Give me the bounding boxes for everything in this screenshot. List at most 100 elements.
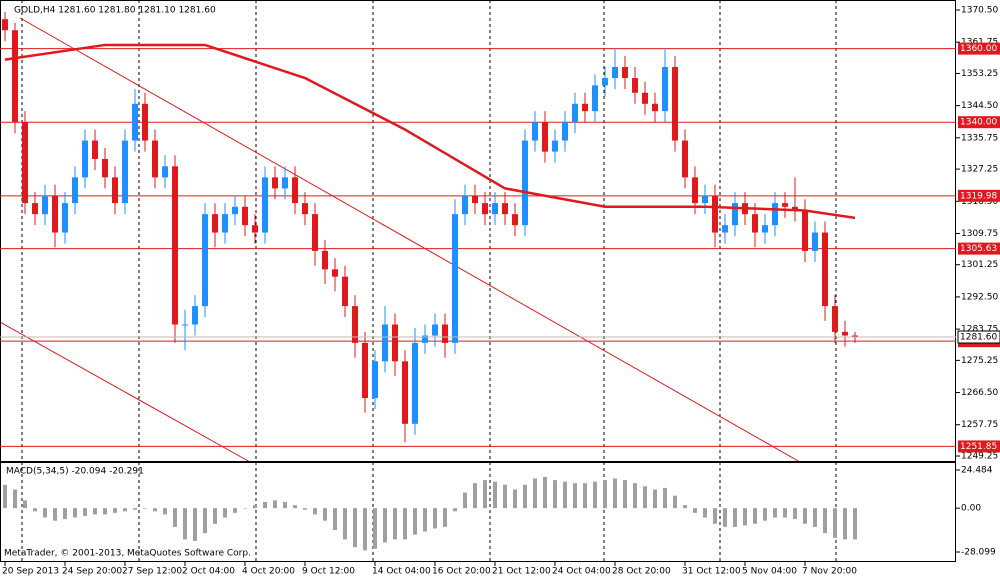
candle-body (782, 203, 788, 207)
candle-body (182, 324, 188, 326)
candle-body (802, 210, 808, 251)
candle-body (642, 92, 648, 104)
trend-lines (0, 17, 801, 463)
macd-bar (703, 508, 707, 518)
candle-body (62, 203, 68, 233)
macd-bar (583, 483, 587, 509)
y-tick-label: 1301.25 (961, 260, 998, 270)
candle-body (452, 214, 458, 343)
candle-body (32, 203, 38, 215)
macd-bar (173, 508, 177, 527)
macd-bar (513, 489, 517, 509)
candle-body (712, 195, 718, 233)
x-tick-label: 24 Oct 04:00 (552, 567, 611, 577)
candle-body (52, 195, 58, 233)
candle-body (462, 195, 468, 215)
candle-body (82, 140, 88, 178)
macd-bar (273, 500, 277, 509)
macd-bar (603, 480, 607, 509)
current-price-label: 1281.60 (960, 333, 997, 343)
macd-bar (43, 508, 47, 518)
macd-bar (33, 508, 37, 512)
macd-bar (753, 508, 757, 524)
macd-bar (633, 483, 637, 509)
candle-body (392, 324, 398, 362)
level-label-box (958, 242, 1000, 255)
candle-body (832, 306, 838, 332)
macd-bar (63, 508, 67, 520)
macd-bar (683, 505, 687, 509)
candle-body (112, 177, 118, 204)
candle-body (72, 177, 78, 204)
candle-body (402, 361, 408, 424)
macd-bar (763, 508, 767, 521)
candle-body (622, 67, 628, 79)
level-label: 1251.85 (960, 442, 997, 452)
level-label: 1305.63 (960, 244, 997, 254)
candle-body (362, 342, 368, 399)
candle-body (202, 214, 208, 307)
macd-bar (523, 484, 527, 509)
macd-bar (103, 508, 107, 515)
candle-body (172, 166, 178, 325)
macd-bar (483, 480, 487, 509)
y-tick-label: 1344.50 (961, 101, 998, 111)
macd-bar (263, 501, 267, 509)
macd-bar (373, 508, 377, 549)
y-tick-label: 1327.25 (961, 165, 998, 175)
macd-bar (613, 478, 617, 509)
candle-body (722, 225, 728, 233)
candle-body (752, 214, 758, 233)
level-label-box (958, 116, 1000, 129)
candle-body (2, 19, 8, 31)
level-label: 1319.98 (960, 191, 997, 201)
candle-body (222, 214, 228, 233)
candle-body (192, 306, 198, 325)
x-tick-label: 31 Oct 12:00 (682, 567, 741, 577)
candle-body (12, 30, 18, 123)
macd-bar (13, 489, 17, 509)
macd-bar (153, 508, 157, 512)
level-label: 1360.00 (960, 44, 997, 54)
macd-bar (93, 508, 97, 515)
macd-bar (203, 508, 207, 534)
macd-bar (443, 508, 447, 527)
macd-bar (293, 505, 297, 509)
macd-bar (383, 508, 387, 543)
x-tick-label: 24 Sep 20:00 (62, 567, 122, 577)
candle-body (502, 203, 508, 215)
candle-body (592, 85, 598, 112)
macd-frame (0, 462, 956, 562)
macd-bar (423, 508, 427, 532)
macd-title: MACD(5,34,5) -20.094 -20.291 (6, 467, 144, 477)
macd-bar (743, 508, 747, 526)
macd-bar (3, 484, 7, 509)
y-tick-label: 1257.75 (961, 420, 998, 430)
candle-body (142, 103, 148, 141)
candle-body (822, 232, 828, 307)
candle-body (252, 225, 258, 233)
level-label-box (958, 189, 1000, 202)
candle-body (732, 203, 738, 226)
candle-body (492, 203, 498, 215)
y-tick-label: 1266.50 (961, 388, 998, 398)
candle-body (652, 103, 658, 112)
macd-bar (813, 508, 817, 527)
y-tick-label: 1370.50 (961, 6, 998, 16)
candle-body (662, 67, 668, 112)
macd-bar (533, 478, 537, 509)
candle-body (612, 67, 618, 79)
candle-body (552, 140, 558, 152)
macd-bar (803, 508, 807, 524)
macd-bar (53, 508, 57, 521)
candle-body (812, 232, 818, 251)
y-tick-label: 1249.25 (961, 452, 998, 462)
macd-bar (453, 508, 457, 512)
candle-body (262, 177, 268, 233)
y-tick-label: 1353.25 (961, 69, 998, 79)
candle-body (442, 324, 448, 343)
macd-bar (403, 508, 407, 540)
candle-body (512, 214, 518, 226)
macd-bar (253, 505, 257, 509)
